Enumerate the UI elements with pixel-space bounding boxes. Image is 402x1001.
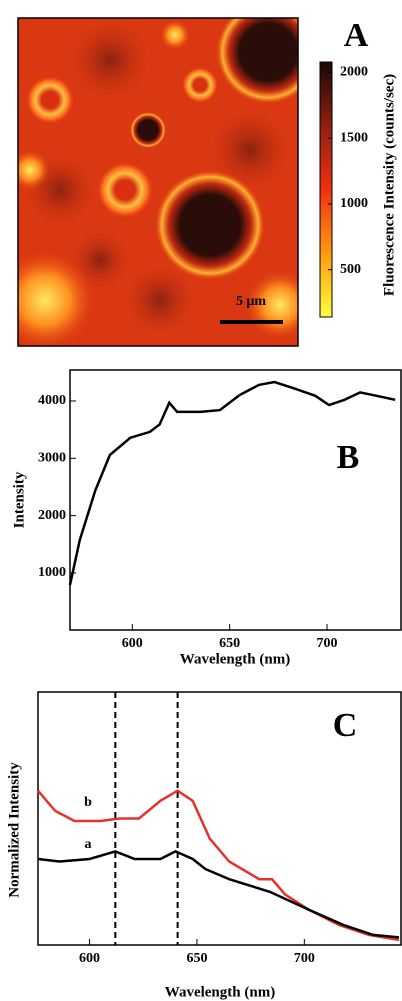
y-axis-label: Intensity (11, 471, 27, 528)
x-tick-label: 700 (294, 951, 315, 966)
x-tick-label: 600 (79, 951, 100, 966)
x-axis-label: Wavelength (nm) (165, 984, 275, 1000)
colorbar (319, 61, 333, 318)
data-line (68, 380, 396, 586)
series-label: b (84, 795, 92, 810)
y-tick-label: 1000 (38, 565, 66, 580)
colorbar-tick-label: 1500 (340, 130, 368, 145)
y-axis-label: Normalized Intensity (6, 762, 22, 898)
colorbar-label: Fluorescence Intensity (counts/sec) (381, 74, 397, 296)
colorbar-tick-label: 2000 (340, 65, 368, 80)
data-line (37, 850, 400, 939)
data-line (37, 789, 400, 942)
scale-bar-label: 5 μm (236, 294, 266, 309)
x-tick-label: 700 (317, 636, 338, 651)
series-label: a (85, 837, 92, 852)
image-frame (17, 17, 299, 347)
panel-label: C (333, 707, 358, 744)
x-tick-label: 600 (122, 636, 143, 651)
x-axis-label: Wavelength (nm) (180, 651, 290, 667)
y-tick-label: 4000 (38, 393, 66, 408)
colorbar-tick-label: 1000 (340, 196, 368, 211)
plot-frame (37, 691, 402, 946)
plot-frame (69, 369, 402, 631)
panel-label: A (344, 17, 369, 54)
colorbar-tick-label: 500 (340, 262, 361, 277)
x-tick-label: 650 (219, 636, 240, 651)
x-tick-label: 650 (186, 951, 207, 966)
y-tick-label: 2000 (38, 508, 66, 523)
y-tick-label: 3000 (38, 451, 66, 466)
panel-label: B (337, 439, 360, 476)
fluorescence-image: 5 μm (18, 18, 298, 346)
